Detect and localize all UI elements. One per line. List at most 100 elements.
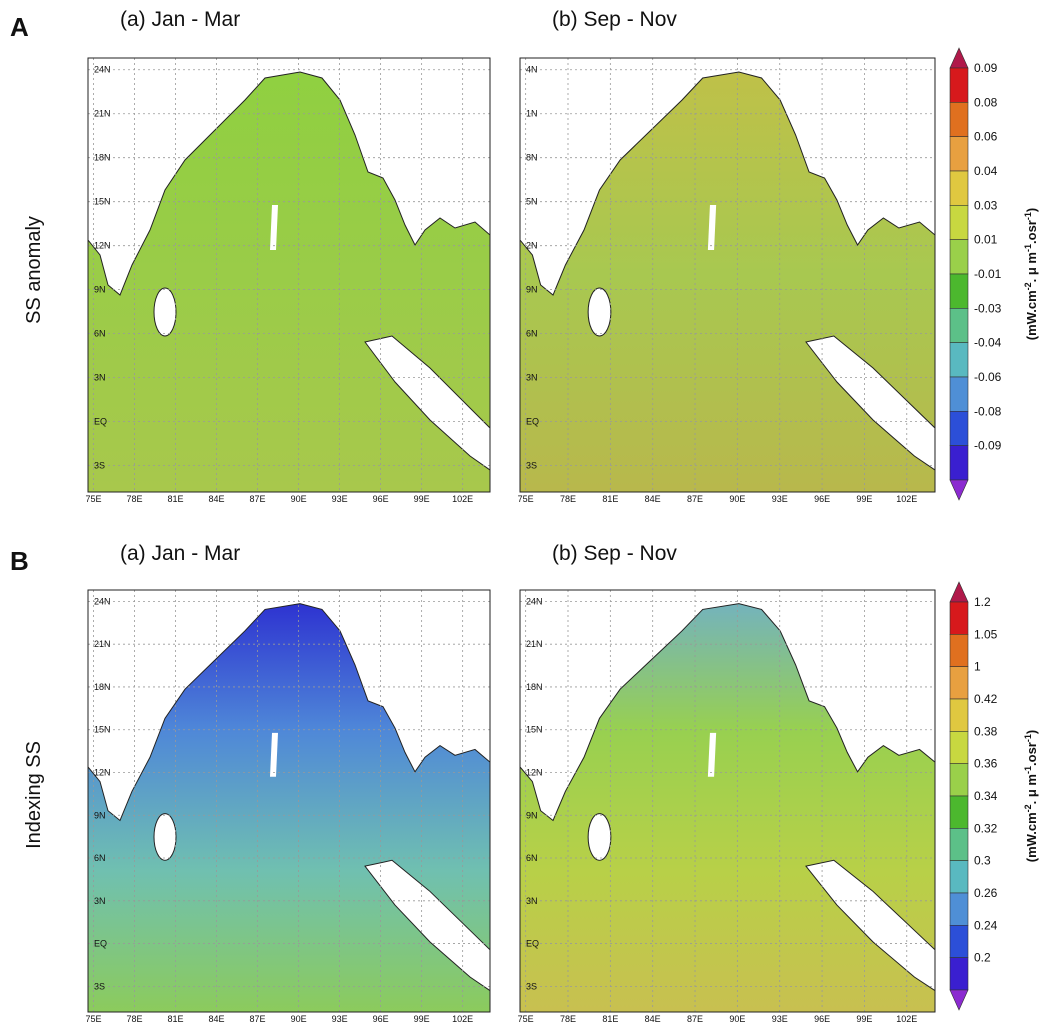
lat-label: 4N	[526, 65, 538, 75]
map-title: (b) Sep - Nov	[552, 542, 677, 565]
lat-label: 18N	[94, 682, 111, 692]
lat-label: 15N	[94, 197, 111, 207]
colorbar-label: 0.34	[974, 789, 998, 803]
colorbar-swatch	[949, 102, 969, 137]
lon-label: 81E	[168, 494, 184, 504]
colorbar-label: 0.2	[974, 951, 991, 965]
colorbar-swatch	[949, 136, 969, 172]
lat-label: 12N	[94, 767, 111, 777]
lat-label: 9N	[94, 810, 106, 820]
lon-label: 75E	[518, 494, 534, 504]
lat-label: EQ	[526, 417, 539, 427]
lat-label: 15N	[94, 725, 111, 735]
colorbar-end	[949, 47, 969, 69]
colorbar-label: 1	[974, 660, 981, 674]
unit-part: .osr	[1024, 742, 1039, 766]
unit-part: .osr	[1024, 220, 1039, 244]
lon-label: 99E	[856, 1014, 872, 1023]
lon-label: 102E	[896, 494, 917, 504]
colorbar-swatch	[949, 925, 969, 958]
colorbar-label: 0.42	[974, 692, 998, 706]
map-title: (a) Jan - Mar	[120, 542, 240, 565]
colorbar-label: -0.04	[974, 336, 1002, 350]
colorbar-label: -0.08	[974, 404, 1002, 418]
colorbar-swatch	[949, 67, 969, 103]
lat-label: 24N	[526, 596, 543, 606]
lat-label: 9N	[526, 285, 538, 295]
colorbar-swatch	[949, 763, 969, 797]
colorbar-swatch	[949, 860, 969, 894]
colorbar-label: -0.03	[974, 301, 1002, 315]
colorbar-swatch	[949, 239, 969, 275]
lat-label: 3N	[94, 896, 106, 906]
lat-label: EQ	[94, 417, 107, 427]
unit-part: -1	[1023, 734, 1033, 742]
map-frame	[519, 57, 936, 493]
colorbar-label: 0.32	[974, 821, 998, 835]
lat-label: EQ	[526, 939, 539, 949]
colorbar-swatch	[949, 698, 969, 732]
lat-label: 5N	[526, 197, 538, 207]
lon-label: 78E	[126, 1014, 142, 1023]
lon-label: 99E	[414, 1014, 430, 1023]
colorbar-swatch	[949, 892, 969, 926]
lat-label: 18N	[526, 682, 543, 692]
lon-label: 87E	[687, 494, 703, 504]
unit-part: )	[1024, 730, 1039, 734]
lon-label: 93E	[772, 494, 788, 504]
colorbar-swatch	[949, 205, 969, 240]
lat-label: 21N	[94, 639, 111, 649]
lat-label: EQ	[94, 939, 107, 949]
lon-label: 84E	[209, 494, 225, 504]
lat-label: 6N	[526, 329, 538, 339]
lat-label: 8N	[526, 153, 538, 163]
lon-label: 93E	[332, 1014, 348, 1023]
lat-label: 3N	[94, 373, 106, 383]
lat-label: 21N	[94, 109, 111, 119]
lon-label: 81E	[168, 1014, 184, 1023]
lat-label: 24N	[94, 65, 111, 75]
lon-label: 96E	[814, 1014, 830, 1023]
colorbar-label: 0.04	[974, 164, 998, 178]
panel-letter: A	[10, 12, 29, 42]
lon-label: 84E	[645, 494, 661, 504]
lon-label: 84E	[645, 1014, 661, 1023]
lat-label: 24N	[94, 596, 111, 606]
unit-part: . μ m	[1024, 252, 1039, 282]
lon-label: 90E	[729, 1014, 745, 1023]
lon-label: 78E	[126, 494, 142, 504]
colorbar-label: 0.06	[974, 130, 998, 144]
lon-label: 90E	[729, 494, 745, 504]
unit-part: )	[1024, 208, 1039, 212]
lat-label: 15N	[526, 725, 543, 735]
map-frame	[87, 57, 491, 493]
colorbar-label: 0.38	[974, 724, 998, 738]
lon-label: 78E	[560, 494, 576, 504]
lon-label: 90E	[291, 1014, 307, 1023]
colorbar-end	[949, 581, 969, 603]
unit-part: -2	[1023, 804, 1033, 812]
lon-label: 84E	[209, 1014, 225, 1023]
lon-label: 102E	[452, 494, 473, 504]
lat-label: 12N	[94, 241, 111, 251]
lat-label: 3S	[526, 981, 537, 991]
lat-label: 18N	[94, 153, 111, 163]
colorbar-end	[949, 989, 969, 1011]
lon-label: 96E	[373, 494, 389, 504]
lat-label: 2N	[526, 241, 538, 251]
colorbar-swatch	[949, 601, 969, 635]
colorbar-label: 0.03	[974, 198, 998, 212]
colorbar-label: -0.01	[974, 267, 1002, 281]
lon-label: 75E	[85, 494, 101, 504]
lat-label: 1N	[526, 109, 538, 119]
lat-label: 3S	[94, 981, 105, 991]
colorbar-swatch	[949, 666, 969, 700]
colorbar-label: 0.09	[974, 61, 998, 75]
colorbar-label: 1.05	[974, 627, 998, 641]
colorbar-unit: (mW.cm-2. μ m-1.osr-1)	[1023, 730, 1039, 862]
colorbar-swatch	[949, 828, 969, 861]
colorbar-label: -0.09	[974, 439, 1002, 453]
colorbar-unit: (mW.cm-2. μ m-1.osr-1)	[1023, 208, 1039, 340]
lon-label: 81E	[602, 1014, 618, 1023]
